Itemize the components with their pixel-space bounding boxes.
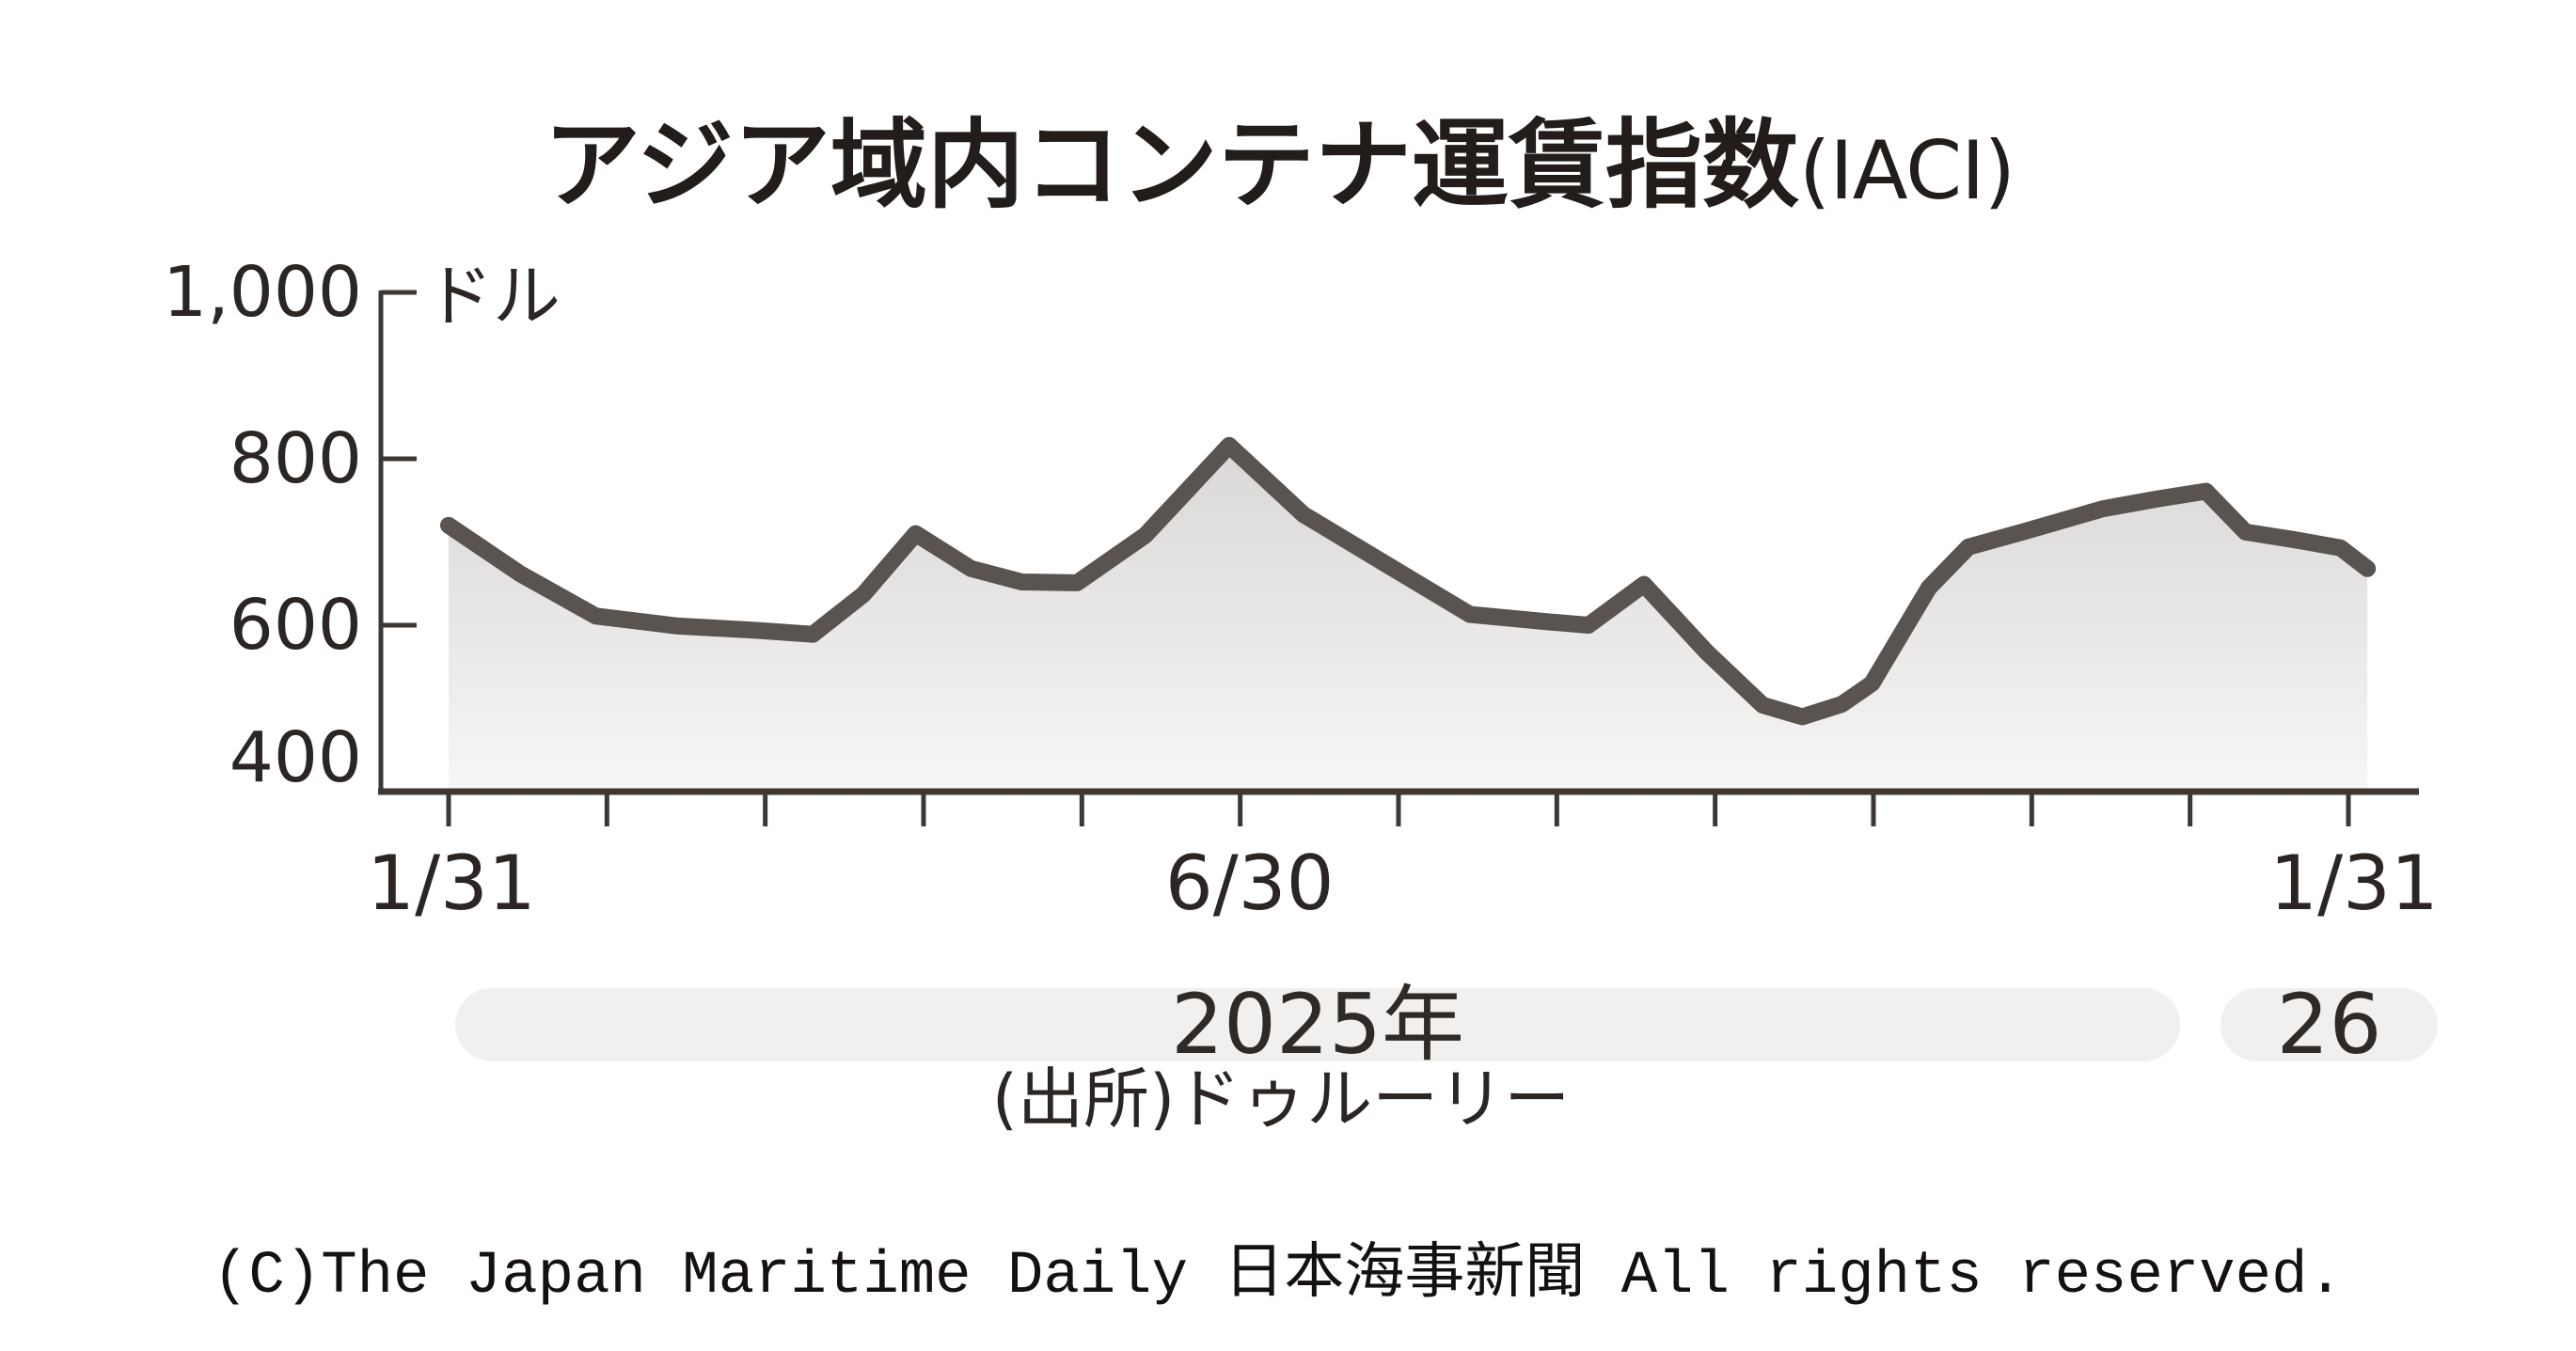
y-tick-label-800: 800 — [229, 418, 362, 499]
x-tick-label-2: 1/31 — [2269, 840, 2439, 927]
y-tick-label-400: 400 — [229, 717, 362, 798]
year-pill-2025: 2025年 — [455, 983, 2180, 1066]
series-line-iaci — [440, 436, 2377, 726]
x-tick-label-1: 6/30 — [1164, 840, 1335, 927]
source-credit: (出所)ドゥルーリー — [991, 1060, 1571, 1138]
axes — [378, 290, 2419, 826]
series-area-fill — [449, 445, 2368, 792]
y-axis-unit-label: ドル — [425, 257, 561, 336]
chart-title-main: アジア域内コンテナ運賃指数 — [543, 109, 1799, 222]
year-label-26: 26 — [2276, 976, 2382, 1073]
y-tick-label-1000: 1,000 — [163, 252, 362, 333]
chart-title-suffix: (IACI) — [1798, 124, 2015, 218]
year-pill-26: 26 — [2220, 983, 2438, 1066]
x-tick-label-0: 1/31 — [367, 840, 536, 927]
copyright-line: (C)The Japan Maritime Daily 日本海事新聞 All r… — [213, 1243, 2344, 1311]
year-label-2025: 2025年 — [1171, 976, 1464, 1073]
chart-title: アジア域内コンテナ運賃指数(IACI) — [544, 105, 2015, 227]
y-tick-label-600: 600 — [229, 585, 362, 666]
